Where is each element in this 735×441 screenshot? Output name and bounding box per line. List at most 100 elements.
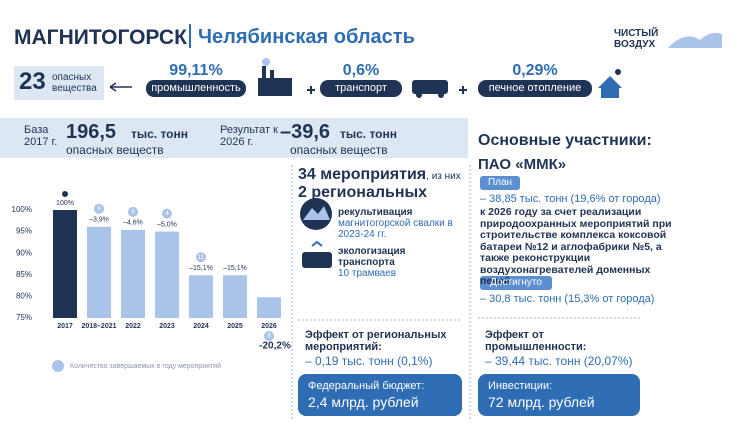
base-desc: опасных веществ <box>66 143 164 157</box>
count-circle <box>162 208 172 219</box>
participants-title: Основные участники: <box>478 132 652 149</box>
logo-text: ЧИСТЫЙ <box>614 28 659 39</box>
count: 11 <box>198 255 205 261</box>
company: ПАО «ММК» <box>478 156 567 173</box>
value-label: –15,1% <box>189 265 213 272</box>
plan-text: к 2026 году за счет реализации природоох… <box>480 206 680 288</box>
x-tick-label: 2026 <box>261 323 277 330</box>
factory-icon <box>258 58 292 96</box>
value-label: –4,6% <box>123 220 143 227</box>
invest-value: 72 млрд. рублей <box>488 394 595 410</box>
effect-label: Эффект от региональных мероприятий: <box>305 329 447 353</box>
invest-box <box>478 374 640 416</box>
count: 23 <box>19 68 46 95</box>
legend-marker <box>52 360 64 372</box>
y-tick-label: 100% <box>12 205 32 214</box>
bar <box>257 297 281 318</box>
unit: тыс. тонн <box>340 127 398 141</box>
y-tick-label: 80% <box>16 292 32 301</box>
logo-text: ВОЗДУХ <box>614 39 656 50</box>
bar <box>189 275 213 318</box>
plan-value: – 38,85 тыс. тонн (19,6% от города) <box>480 193 661 205</box>
measure-title: экологизация транспорта <box>338 246 406 268</box>
budget-label: Федеральный бюджет: <box>308 380 425 392</box>
unit: тыс. тонн <box>131 127 189 141</box>
source: транспорт <box>335 82 387 94</box>
measures-regional: 2 региональных <box>298 184 428 201</box>
pill <box>478 80 592 97</box>
invest-label: Инвестиции: <box>488 380 553 392</box>
y-tick-label: 75% <box>16 313 32 322</box>
count-circle <box>264 331 274 341</box>
count-label: опасных вещества <box>52 72 97 94</box>
x-tick-label: 2018–2021 <box>81 323 116 330</box>
x-tick-label: 2025 <box>227 323 243 330</box>
pill <box>146 80 246 97</box>
y-tick-label: 95% <box>16 227 32 236</box>
value-label: -20,2% <box>259 341 291 352</box>
tag-text: Достигнуто <box>490 277 542 288</box>
pill <box>320 80 402 97</box>
bar <box>121 229 145 318</box>
y-tick-label: 85% <box>16 270 32 279</box>
tag-text: План <box>487 177 513 188</box>
base-label: База 2017 г. <box>24 124 58 148</box>
x-tick-label: 2017 <box>57 323 73 330</box>
count-circle <box>196 252 206 263</box>
measure-desc: 10 трамваев <box>338 268 397 279</box>
share: 99,11% <box>169 62 223 79</box>
measure-title: рекультивация <box>338 207 413 218</box>
result-value: –39,6 <box>280 121 331 143</box>
effect-value: – 0,19 тыс. тонн (0,1%) <box>305 354 433 368</box>
tag <box>480 176 520 190</box>
count-circle <box>128 206 138 217</box>
house-icon <box>598 69 622 98</box>
count: 8 <box>267 334 271 340</box>
plus-signs <box>307 86 467 94</box>
measure-desc: магнитогорской свалки в 2023-24 гг. <box>338 218 453 240</box>
bar <box>53 210 77 318</box>
summary-band <box>0 118 468 158</box>
result-desc: опасных веществ <box>290 143 388 157</box>
count-box <box>14 66 104 100</box>
count: 9 <box>97 206 101 212</box>
done-value: – 30,8 тыс. тонн (15,3% от города) <box>480 293 655 305</box>
share: 0,29% <box>512 62 558 79</box>
budget-value: 2,4 млрд. рублей <box>308 394 419 410</box>
logo-mark <box>668 32 722 48</box>
share: 0,6% <box>342 62 380 79</box>
count-circle <box>94 203 104 214</box>
x-tick-label: 2022 <box>125 323 141 330</box>
plan-lead: к 2026 году <box>480 206 538 218</box>
city: МАГНИТОГОРСК <box>14 26 187 49</box>
bus-icon <box>412 80 448 98</box>
total: 34 мероприятия <box>298 166 427 183</box>
note: , из них <box>426 171 461 182</box>
marker-dot <box>62 191 68 197</box>
result-label: Результат к 2026 г. <box>220 124 278 148</box>
x-tick-label: 2023 <box>159 323 175 330</box>
bar <box>87 226 111 318</box>
base-value: 196,5 <box>66 121 117 143</box>
bar <box>155 231 179 318</box>
value-label: –5,0% <box>157 221 177 228</box>
landfill-icon <box>300 198 332 230</box>
tag <box>480 276 552 290</box>
source: промышленность <box>151 82 241 94</box>
measures-total: 34 мероприятия, из них <box>298 166 461 184</box>
effect-value: – 39,44 тыс. тонн (20,07%) <box>485 354 633 368</box>
budget-box <box>298 374 462 416</box>
effect-label: Эффект от промышленности: <box>485 329 587 353</box>
count: 4 <box>165 211 169 217</box>
legend-text: Количество завершаемых в году мероприяти… <box>70 362 221 370</box>
x-tick-label: 2024 <box>193 323 209 330</box>
arrow <box>109 82 132 92</box>
value-label: –3,9% <box>89 217 109 224</box>
value-label: 100% <box>56 200 74 207</box>
value-label: –15,1% <box>223 265 247 272</box>
bar <box>223 275 247 318</box>
count: 6 <box>131 209 135 215</box>
source: печное отопление <box>488 82 582 94</box>
